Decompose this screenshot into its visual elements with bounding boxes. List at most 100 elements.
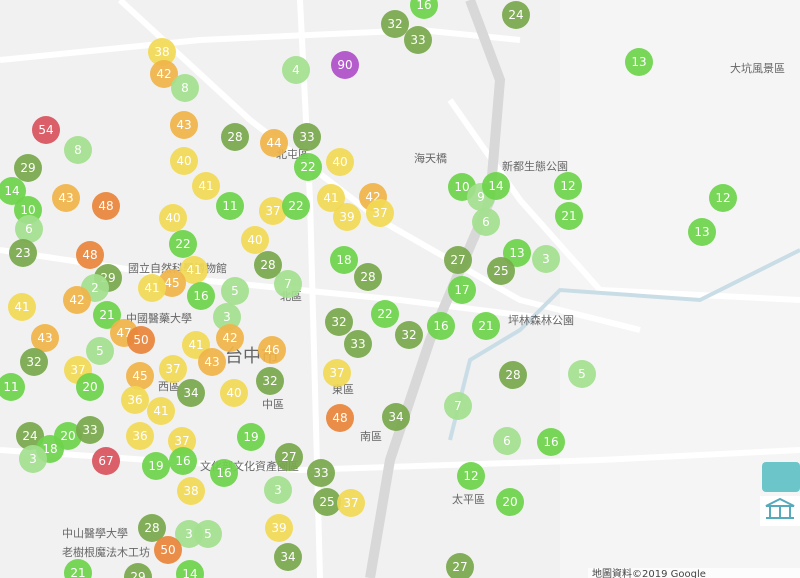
aqi-marker[interactable] [274, 270, 302, 298]
aqi-marker[interactable] [568, 360, 596, 388]
aqi-marker[interactable] [625, 48, 653, 76]
aqi-marker[interactable] [325, 308, 353, 336]
aqi-marker[interactable] [241, 226, 269, 254]
aqi-marker[interactable] [148, 38, 176, 66]
aqi-marker[interactable] [688, 218, 716, 246]
aqi-marker[interactable] [64, 136, 92, 164]
aqi-marker[interactable] [0, 373, 25, 401]
aqi-marker[interactable] [487, 257, 515, 285]
aqi-marker[interactable] [221, 277, 249, 305]
aqi-marker[interactable] [127, 326, 155, 354]
aqi-marker[interactable] [259, 197, 287, 225]
aqi-marker[interactable] [274, 543, 302, 571]
aqi-marker[interactable] [169, 230, 197, 258]
aqi-marker[interactable] [213, 303, 241, 331]
aqi-marker[interactable] [147, 397, 175, 425]
aqi-marker[interactable] [482, 172, 510, 200]
aqi-marker[interactable] [410, 0, 438, 19]
aqi-marker[interactable] [192, 172, 220, 200]
aqi-marker[interactable] [180, 256, 208, 284]
aqi-marker[interactable] [142, 452, 170, 480]
aqi-marker[interactable] [31, 324, 59, 352]
aqi-marker[interactable] [282, 56, 310, 84]
aqi-marker[interactable] [32, 116, 60, 144]
aqi-marker[interactable] [16, 422, 44, 450]
aqi-marker[interactable] [176, 560, 204, 578]
aqi-marker[interactable] [493, 427, 521, 455]
aqi-marker[interactable] [237, 423, 265, 451]
aqi-marker[interactable] [457, 462, 485, 490]
aqi-marker[interactable] [323, 359, 351, 387]
aqi-marker[interactable] [221, 123, 249, 151]
aqi-marker[interactable] [63, 286, 91, 314]
aqi-marker[interactable] [275, 443, 303, 471]
aqi-marker[interactable] [15, 215, 43, 243]
aqi-marker[interactable] [14, 154, 42, 182]
aqi-marker[interactable] [126, 422, 154, 450]
aqi-marker[interactable] [177, 477, 205, 505]
aqi-marker[interactable] [138, 274, 166, 302]
aqi-marker[interactable] [326, 148, 354, 176]
aqi-marker[interactable] [258, 336, 286, 364]
aqi-marker[interactable] [326, 404, 354, 432]
aqi-marker[interactable] [138, 514, 166, 542]
aqi-marker[interactable] [496, 488, 524, 516]
aqi-marker[interactable] [187, 282, 215, 310]
aqi-marker[interactable] [293, 123, 321, 151]
aqi-marker[interactable] [19, 445, 47, 473]
aqi-marker[interactable] [170, 147, 198, 175]
aqi-marker[interactable] [194, 520, 222, 548]
aqi-marker[interactable] [532, 245, 560, 273]
aqi-marker[interactable] [313, 488, 341, 516]
aqi-marker[interactable] [76, 416, 104, 444]
aqi-marker[interactable] [499, 361, 527, 389]
aqi-marker[interactable] [371, 300, 399, 328]
control-button[interactable] [762, 462, 800, 492]
aqi-marker[interactable] [554, 172, 582, 200]
aqi-marker[interactable] [395, 321, 423, 349]
aqi-marker[interactable] [366, 199, 394, 227]
aqi-marker[interactable] [198, 348, 226, 376]
aqi-marker[interactable] [381, 10, 409, 38]
aqi-marker[interactable] [444, 392, 472, 420]
aqi-marker[interactable] [52, 184, 80, 212]
aqi-marker[interactable] [86, 337, 114, 365]
aqi-marker[interactable] [448, 276, 476, 304]
aqi-marker[interactable] [170, 111, 198, 139]
aqi-marker[interactable] [317, 184, 345, 212]
aqi-marker[interactable] [76, 373, 104, 401]
aqi-marker[interactable] [331, 51, 359, 79]
aqi-marker[interactable] [220, 379, 248, 407]
aqi-marker[interactable] [264, 476, 292, 504]
aqi-marker[interactable] [159, 204, 187, 232]
aqi-marker[interactable] [382, 403, 410, 431]
aqi-marker[interactable] [555, 202, 583, 230]
aqi-marker[interactable] [169, 447, 197, 475]
aqi-marker[interactable] [126, 362, 154, 390]
aqi-marker[interactable] [64, 559, 92, 578]
aqi-marker[interactable] [171, 74, 199, 102]
aqi-marker[interactable] [9, 239, 37, 267]
aqi-marker[interactable] [216, 324, 244, 352]
aqi-marker[interactable] [92, 192, 120, 220]
aqi-marker[interactable] [404, 26, 432, 54]
aqi-marker[interactable] [8, 293, 36, 321]
aqi-marker[interactable] [472, 208, 500, 236]
aqi-marker[interactable] [124, 563, 152, 578]
aqi-marker[interactable] [76, 241, 104, 269]
aqi-marker[interactable] [260, 129, 288, 157]
aqi-marker[interactable] [344, 330, 372, 358]
aqi-marker[interactable] [427, 312, 455, 340]
aqi-marker[interactable] [354, 263, 382, 291]
aqi-marker[interactable] [20, 348, 48, 376]
aqi-marker[interactable] [150, 60, 178, 88]
aqi-marker[interactable] [337, 489, 365, 517]
aqi-marker[interactable] [446, 553, 474, 578]
aqi-marker[interactable] [93, 301, 121, 329]
aqi-marker[interactable] [256, 367, 284, 395]
aqi-marker[interactable] [294, 153, 322, 181]
aqi-marker[interactable] [254, 251, 282, 279]
aqi-marker[interactable] [537, 428, 565, 456]
aqi-marker[interactable] [210, 459, 238, 487]
aqi-marker[interactable] [472, 312, 500, 340]
